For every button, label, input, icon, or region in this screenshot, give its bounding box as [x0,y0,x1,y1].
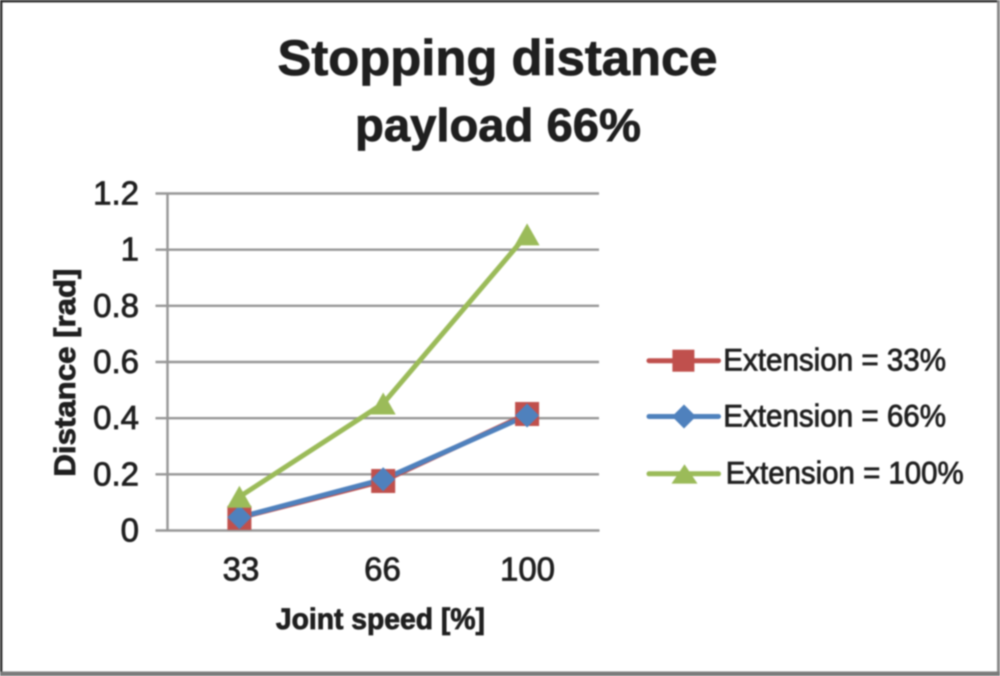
svg-text:Stopping distance: Stopping distance [278,30,718,86]
svg-text:100: 100 [500,551,555,588]
svg-text:1: 1 [121,231,139,268]
svg-text:0.8: 0.8 [93,287,139,324]
svg-text:Joint speed [%]: Joint speed [%] [276,603,485,636]
svg-text:0.6: 0.6 [93,343,139,380]
svg-text:0.4: 0.4 [93,399,139,436]
svg-text:Extension = 66%: Extension = 66% [723,398,946,434]
svg-text:0: 0 [121,512,139,549]
svg-text:1.2: 1.2 [93,175,139,212]
svg-text:33: 33 [223,551,260,588]
svg-text:payload 66%: payload 66% [355,99,641,151]
svg-text:Distance [rad]: Distance [rad] [49,269,82,477]
svg-text:Extension = 100%: Extension = 100% [726,454,964,490]
svg-text:66: 66 [364,551,401,588]
svg-text:Extension = 33%: Extension = 33% [723,342,946,378]
svg-text:0.2: 0.2 [93,455,139,492]
